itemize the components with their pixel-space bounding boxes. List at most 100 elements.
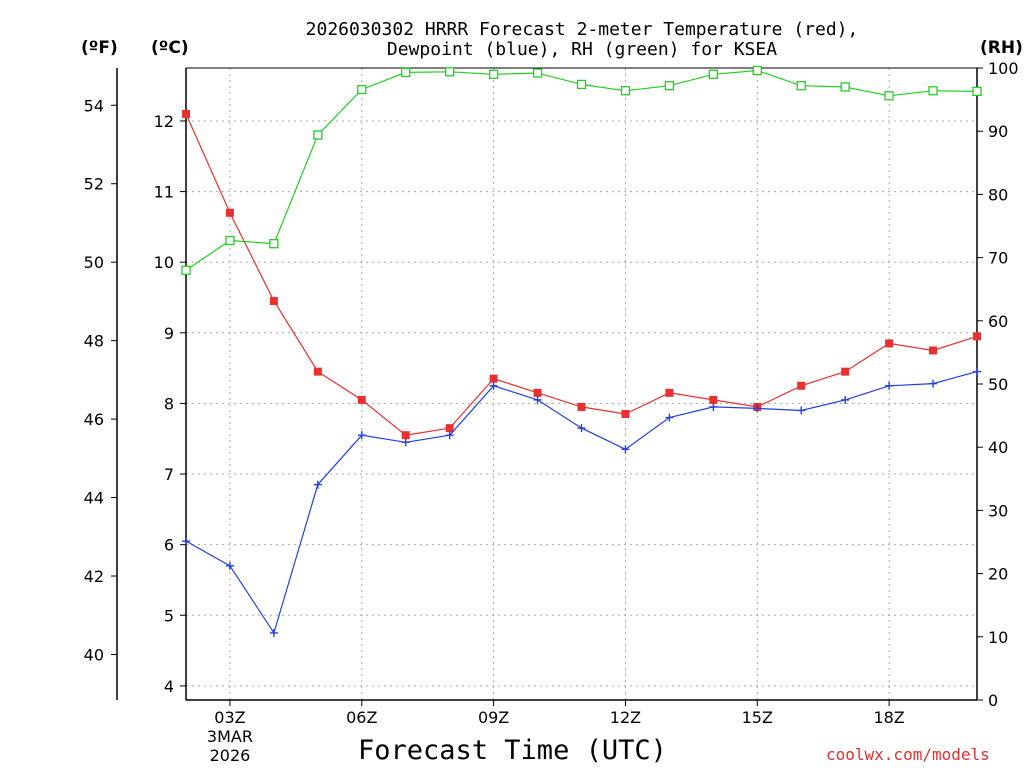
rh-point	[840, 82, 850, 92]
dewpoint-point	[797, 406, 806, 415]
rh-point	[488, 69, 499, 79]
temperature-point	[621, 410, 630, 419]
celsius-tick-label: 9	[164, 324, 174, 343]
rh-tick-label: 90	[988, 122, 1008, 141]
temperature-point	[357, 395, 366, 404]
rh-tick-label: 80	[988, 185, 1008, 204]
dewpoint-point	[929, 379, 938, 388]
dewpoint-point	[973, 367, 981, 376]
rh-point	[884, 91, 894, 101]
dewpoint-point	[533, 395, 542, 404]
rh-point	[445, 67, 455, 77]
dewpoint-point	[489, 381, 498, 390]
rh-tick-label: 100	[988, 59, 1019, 78]
temperature-point	[182, 109, 190, 118]
x-tick-label: 06Z	[346, 708, 377, 727]
temperature-point	[973, 332, 981, 341]
temperature-point	[533, 388, 542, 397]
rh-tick-label: 50	[988, 375, 1008, 394]
rh-line	[185, 69, 978, 271]
celsius-tick-label: 4	[164, 677, 174, 696]
fahrenheit-tick-label: 52	[84, 175, 104, 194]
dewpoint-point	[269, 628, 278, 637]
temperature-point	[313, 367, 322, 376]
temperature-point	[577, 402, 586, 411]
rh-point	[576, 79, 587, 90]
fahrenheit-tick-label: 54	[84, 96, 104, 115]
chart-title-line1: 2026030302 HRRR Forecast 2-meter Tempera…	[306, 19, 859, 40]
celsius-tick-label: 6	[164, 536, 174, 555]
celsius-tick-label: 10	[154, 253, 174, 272]
temperature-point	[401, 431, 410, 440]
dewpoint-point	[621, 445, 630, 454]
x-tick-date-label: 3MAR	[207, 727, 253, 746]
x-tick-year-label: 2026	[210, 746, 251, 765]
rh-tick-label: 70	[988, 249, 1008, 268]
x-tick-label: 09Z	[478, 708, 509, 727]
celsius-unit-label: (ºC)	[151, 38, 189, 58]
fahrenheit-unit-label: (ºF)	[81, 38, 118, 58]
rh-point	[928, 86, 938, 96]
temperature-point	[269, 297, 278, 306]
dewpoint-point	[841, 395, 850, 404]
rh-point	[972, 86, 982, 97]
rh-tick-label: 20	[988, 565, 1008, 584]
rh-point	[269, 239, 279, 249]
fahrenheit-tick-label: 44	[84, 489, 104, 508]
rh-point	[357, 84, 367, 95]
temperature-point	[445, 424, 454, 433]
dewpoint-point	[445, 431, 454, 440]
fahrenheit-tick-label: 40	[84, 645, 104, 664]
rh-tick-label: 40	[988, 438, 1008, 457]
temperature-point	[489, 374, 498, 383]
fahrenheit-tick-label: 48	[84, 332, 104, 351]
rh-tick-label: 0	[988, 691, 998, 710]
rh-point	[664, 81, 675, 91]
axis-ticks: 4 5 6 7 8 9 10 11 12 40 42 44 46 48 50 52 54 0 10 20 30 40 50 6…	[84, 59, 1019, 765]
rh-tick-label: 60	[988, 312, 1008, 331]
celsius-tick-label: 5	[164, 606, 174, 625]
temperature-point	[797, 381, 806, 390]
fahrenheit-tick-label: 50	[84, 253, 104, 272]
dewpoint-point	[665, 413, 674, 422]
rh-point	[313, 130, 323, 140]
x-axis-title: Forecast Time (UTC)	[358, 735, 667, 766]
rh-point	[181, 265, 191, 275]
source-credit: coolwx.com/models	[826, 745, 990, 764]
rh-point	[708, 69, 718, 79]
celsius-tick-label: 8	[164, 394, 174, 413]
temperature-point	[929, 346, 938, 355]
dewpoint-point	[401, 438, 410, 447]
fahrenheit-tick-label: 42	[84, 567, 104, 586]
rh-point	[225, 235, 235, 246]
dewpoint-point	[357, 431, 366, 440]
dewpoint-point	[182, 537, 190, 546]
rh-tick-label: 10	[988, 628, 1008, 647]
rh-tick-label: 30	[988, 501, 1008, 520]
temperature-point	[665, 388, 674, 397]
dewpoint-point	[577, 424, 586, 433]
dewpoint-point	[753, 404, 762, 413]
x-tick-label: 18Z	[873, 708, 904, 727]
celsius-tick-label: 7	[164, 465, 174, 484]
rh-point	[620, 86, 631, 96]
celsius-tick-label: 11	[154, 183, 174, 202]
rh-unit-label: (RH)	[980, 38, 1023, 58]
fahrenheit-tick-label: 46	[84, 410, 104, 429]
temperature-line	[185, 113, 978, 436]
data-series	[181, 65, 982, 637]
x-tick-label: 03Z	[214, 708, 245, 727]
celsius-tick-label: 12	[154, 112, 174, 131]
x-tick-label: 15Z	[742, 708, 773, 727]
rh-point	[401, 67, 411, 78]
dewpoint-point	[313, 480, 322, 489]
rh-point	[796, 81, 806, 91]
axes	[116, 67, 978, 701]
rh-point	[752, 65, 762, 76]
temperature-point	[841, 367, 850, 376]
grid-lines	[186, 68, 977, 700]
x-tick-label: 12Z	[610, 708, 641, 727]
dewpoint-point	[225, 561, 234, 570]
dewpoint-point	[709, 402, 718, 411]
